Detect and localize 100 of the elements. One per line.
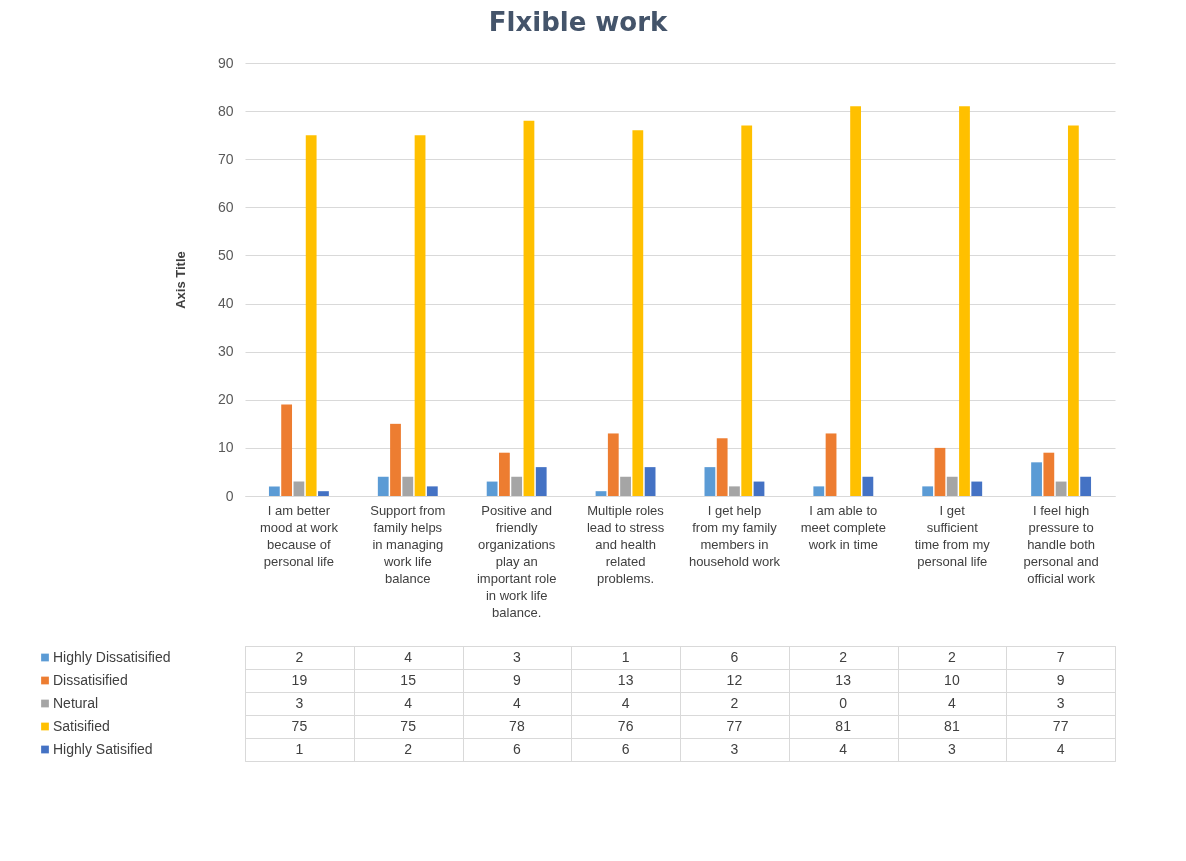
y-tick-label: 30 bbox=[217, 343, 234, 360]
bar bbox=[862, 476, 874, 496]
data-label: 6 bbox=[512, 740, 521, 757]
bar bbox=[946, 476, 958, 496]
data-label: 13 bbox=[835, 671, 852, 688]
data-label: 76 bbox=[617, 717, 634, 734]
bar bbox=[716, 438, 728, 496]
x-tick-label: Multiple roles lead to stress and health related problems. bbox=[586, 502, 665, 586]
data-label: 15 bbox=[400, 671, 417, 688]
data-label: 1 bbox=[621, 648, 630, 665]
data-label: 6 bbox=[621, 740, 630, 757]
data-label: 2 bbox=[730, 694, 739, 711]
data-label: 12 bbox=[726, 671, 743, 688]
x-tick-label: Positive and friendly organizations play an important role in work life balance. bbox=[476, 502, 557, 620]
bar bbox=[293, 481, 305, 496]
bar bbox=[305, 135, 317, 496]
y-tick-label: 90 bbox=[217, 54, 234, 71]
bar bbox=[402, 476, 414, 496]
data-label: 13 bbox=[617, 671, 634, 688]
data-label: 4 bbox=[621, 694, 630, 711]
legend-label: Dissatisified bbox=[53, 671, 128, 688]
bar bbox=[1067, 125, 1079, 496]
data-label: 75 bbox=[291, 717, 308, 734]
x-tick-label: I get help from my family members in household work bbox=[688, 502, 781, 569]
y-tick-label: 60 bbox=[217, 198, 234, 215]
bar bbox=[535, 467, 547, 496]
data-label: 2 bbox=[295, 648, 304, 665]
data-label: 81 bbox=[835, 717, 852, 734]
data-label: 3 bbox=[512, 648, 521, 665]
bar bbox=[281, 404, 293, 496]
data-label: 0 bbox=[839, 694, 848, 711]
y-tick-label: 70 bbox=[217, 150, 234, 167]
legend-label: Highly Satisified bbox=[53, 740, 153, 757]
bar bbox=[486, 481, 498, 496]
bar bbox=[620, 476, 631, 496]
bar bbox=[523, 120, 535, 496]
data-label: 77 bbox=[726, 717, 743, 734]
y-tick-label: 80 bbox=[217, 102, 234, 119]
bar bbox=[850, 106, 861, 496]
chart-title: Flxible work bbox=[488, 7, 669, 37]
bar bbox=[971, 481, 983, 496]
legend-label: Highly Dissatisified bbox=[53, 648, 171, 665]
bar bbox=[595, 491, 607, 496]
y-tick-label: 0 bbox=[225, 487, 234, 504]
data-label: 81 bbox=[944, 717, 960, 734]
y-tick-label: 40 bbox=[217, 295, 234, 312]
bar bbox=[959, 106, 970, 496]
bar bbox=[1031, 462, 1042, 496]
data-label: 4 bbox=[1056, 740, 1065, 757]
data-label: 2 bbox=[947, 648, 956, 665]
y-tick-label: 50 bbox=[217, 246, 234, 263]
bar bbox=[741, 125, 753, 496]
x-tick-label: I get sufficient time from my personal life bbox=[914, 502, 991, 569]
data-label: 1 bbox=[295, 740, 304, 757]
bar bbox=[813, 486, 825, 496]
bar bbox=[318, 491, 329, 496]
data-label: 7 bbox=[1056, 648, 1065, 665]
x-tick-label: I am better mood at work because of personal life bbox=[259, 502, 339, 569]
bar bbox=[414, 135, 426, 496]
bar bbox=[632, 130, 644, 496]
bar bbox=[1080, 476, 1092, 496]
bar bbox=[607, 433, 619, 496]
legend-label: Satisified bbox=[53, 717, 110, 734]
x-tick-label: I am able to meet complete work in time bbox=[800, 502, 886, 552]
y-axis-title: Axis Title bbox=[172, 251, 188, 309]
data-label: 4 bbox=[404, 648, 413, 665]
x-tick-label: Support from family helps in managing work life balance bbox=[370, 502, 446, 586]
data-label: 19 bbox=[291, 671, 308, 688]
bar bbox=[499, 452, 510, 496]
data-label: 3 bbox=[947, 740, 956, 757]
bar bbox=[729, 486, 740, 496]
data-label: 4 bbox=[404, 694, 413, 711]
x-tick-label: I feel high pressure to handle both personal and official work bbox=[1023, 502, 1099, 586]
data-label: 78 bbox=[509, 717, 525, 734]
bar bbox=[268, 486, 280, 496]
data-label: 77 bbox=[1052, 717, 1069, 734]
bar bbox=[704, 467, 716, 496]
data-label: 10 bbox=[944, 671, 960, 688]
bar bbox=[377, 476, 389, 496]
bar bbox=[426, 486, 438, 496]
bar bbox=[922, 486, 934, 496]
data-label: 6 bbox=[730, 648, 739, 665]
data-label: 2 bbox=[404, 740, 413, 757]
y-tick-label: 10 bbox=[217, 439, 234, 456]
data-label: 3 bbox=[295, 694, 304, 711]
data-label: 2 bbox=[839, 648, 848, 665]
bar bbox=[1043, 452, 1055, 496]
legend-label: Netural bbox=[53, 694, 99, 711]
bar bbox=[1055, 481, 1067, 496]
bar bbox=[934, 447, 946, 496]
data-label: 4 bbox=[839, 740, 848, 757]
data-label: 9 bbox=[1056, 671, 1065, 688]
y-tick-label: 20 bbox=[217, 391, 234, 408]
data-label: 75 bbox=[400, 717, 417, 734]
data-label: 3 bbox=[1056, 694, 1065, 711]
bar bbox=[753, 481, 765, 496]
data-label: 3 bbox=[730, 740, 739, 757]
data-label: 9 bbox=[512, 671, 521, 688]
bar bbox=[825, 433, 837, 496]
data-label: 4 bbox=[947, 694, 956, 711]
